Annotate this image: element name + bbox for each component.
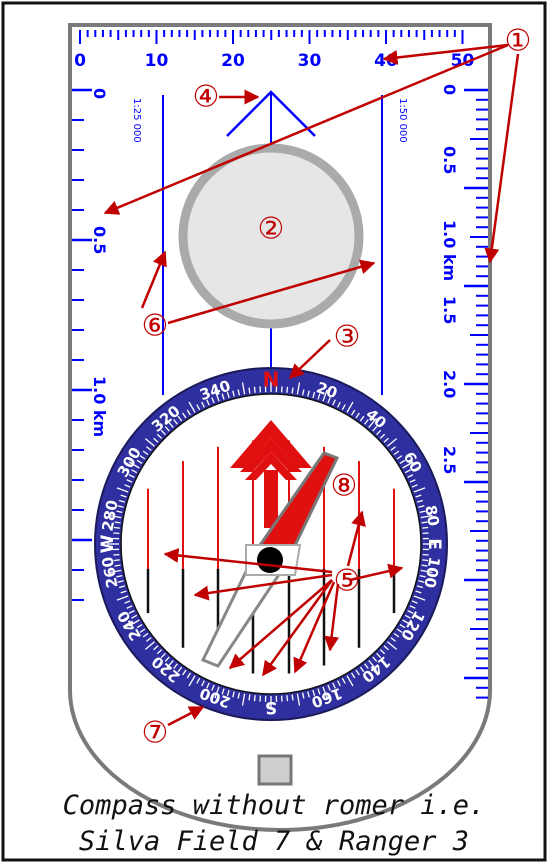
left-scale-label: 0.5 bbox=[90, 226, 109, 254]
bezel-tick bbox=[292, 388, 293, 394]
bezel-tick bbox=[249, 388, 250, 394]
bezel-tick bbox=[254, 695, 255, 701]
right-scale-ratio: 1:50 000 bbox=[397, 98, 408, 143]
callout-number: ② bbox=[258, 212, 285, 247]
bezel-south: S bbox=[265, 697, 277, 717]
lanyard-hole bbox=[259, 756, 291, 784]
callout-number: ③ bbox=[334, 320, 361, 355]
left-scale-ratio: 1:25 000 bbox=[131, 98, 142, 143]
bezel-degree-label: 80 bbox=[421, 504, 442, 528]
bezel-tick bbox=[292, 695, 293, 701]
bezel-east: E bbox=[424, 538, 444, 550]
ruler-label: 30 bbox=[298, 51, 322, 71]
callout-number: ⑦ bbox=[142, 716, 169, 751]
ruler-label: 0 bbox=[74, 51, 86, 71]
caption-line-1: Compass without romer i.e. bbox=[0, 790, 548, 821]
ruler-label: 20 bbox=[221, 51, 245, 71]
right-scale-label: 0 bbox=[440, 84, 459, 95]
ruler-label: 40 bbox=[374, 51, 398, 71]
caption-line-2: Silva Field 7 & Ranger 3 bbox=[0, 826, 548, 857]
callout-number: ⑥ bbox=[142, 309, 169, 344]
callout-number: ④ bbox=[193, 80, 220, 115]
bezel-tick bbox=[287, 387, 288, 393]
bezel-tick bbox=[422, 527, 428, 528]
right-scale-label: 1.5 bbox=[440, 296, 459, 324]
bezel-tick bbox=[287, 695, 288, 701]
left-scale-label: 1.0 km bbox=[90, 376, 109, 437]
left-scale-label: 0 bbox=[90, 88, 109, 99]
bezel-north: N bbox=[263, 368, 280, 392]
right-scale-label: 0.5 bbox=[440, 146, 459, 174]
callout-number: ① bbox=[505, 24, 532, 59]
callout-number: ⑧ bbox=[331, 469, 358, 504]
bezel-tick bbox=[254, 387, 255, 393]
right-scale-label: 2.0 bbox=[440, 370, 459, 398]
bezel-west: W bbox=[98, 534, 118, 553]
callout-number: ⑤ bbox=[334, 564, 361, 599]
bezel-tick bbox=[249, 695, 250, 701]
right-scale-label: 2.5 bbox=[440, 446, 459, 474]
ruler-label: 10 bbox=[145, 51, 169, 71]
right-scale-label: 1.0 km bbox=[440, 220, 459, 281]
